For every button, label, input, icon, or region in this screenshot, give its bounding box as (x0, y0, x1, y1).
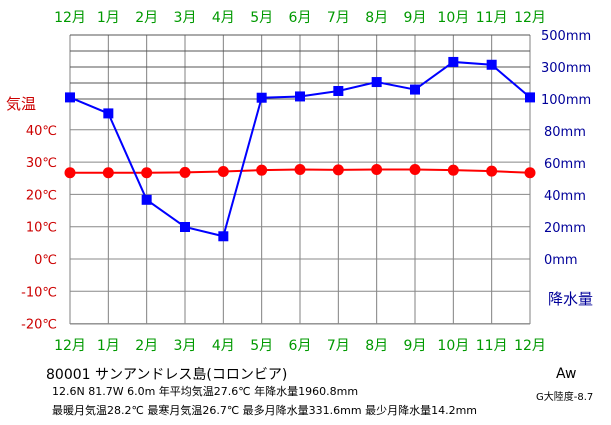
temperature-tick-label: 30℃ (26, 156, 57, 171)
precipitation-axis-title: 降水量 (548, 290, 593, 308)
month-label-bottom: 6月 (289, 338, 312, 354)
month-label-bottom: 10月 (437, 338, 469, 354)
month-label-bottom: 4月 (212, 338, 235, 354)
station-extremes: 最暖月気温28.2℃ 最寒月気温26.7℃ 最多月降水量331.6mm 最少月降… (52, 404, 478, 417)
station-summary: 12.6N 81.7W 6.0m 年平均気温27.6℃ 年降水量1960.8mm (52, 385, 359, 398)
month-label-top: 3月 (174, 10, 197, 26)
precipitation-point (218, 231, 229, 242)
temperature-tick-label: 20℃ (26, 188, 57, 203)
month-label-bottom: 11月 (476, 338, 508, 354)
precipitation-tick-label: 80mm (544, 125, 586, 140)
precipitation-tick-label: 40mm (544, 189, 586, 204)
precipitation-point (525, 92, 535, 103)
month-label-top: 6月 (289, 10, 312, 26)
temperature-axis-title: 気温 (6, 95, 36, 113)
precipitation-point (180, 222, 190, 232)
temperature-point (102, 167, 114, 179)
axis-labels: 12月 1月 2月 3月 4月 5月 6月 7月 8月 9月 10月 11月 12月 12月 1月 2月 3月 4… (6, 10, 593, 354)
precipitation-tick-label: 0mm (544, 253, 578, 268)
precipitation-point (448, 56, 459, 67)
continentality-index: G大陸度-8.7 (536, 392, 594, 403)
month-label-top: 11月 (476, 10, 508, 26)
temperature-point (524, 167, 536, 179)
precipitation-point (141, 194, 152, 205)
temperature-point (332, 164, 344, 176)
temperature-tick-label: 0℃ (34, 253, 57, 268)
month-label-bottom: 7月 (327, 338, 350, 354)
month-label-top: 9月 (404, 10, 427, 26)
temperature-point (256, 164, 268, 176)
precipitation-point (256, 92, 267, 103)
precipitation-point (410, 84, 420, 95)
temperature-point (371, 164, 383, 176)
precipitation-tick-label: 60mm (544, 157, 586, 172)
month-label-top: 1月 (97, 10, 120, 26)
month-label-bottom: 2月 (135, 338, 158, 354)
temperature-point (141, 167, 153, 179)
climate-class: Aw (556, 366, 577, 382)
month-label-top: 12月 (514, 10, 546, 26)
temperature-tick-label: -20℃ (21, 318, 57, 333)
precipitation-point (486, 59, 497, 70)
precipitation-point (333, 86, 344, 96)
precipitation-tick-label: 20mm (544, 221, 586, 236)
precipitation-point (295, 91, 305, 102)
temperature-point (294, 164, 306, 176)
month-label-top: 8月 (365, 10, 388, 26)
temperature-tick-label: -10℃ (21, 285, 57, 300)
month-label-bottom: 1月 (97, 338, 120, 354)
precipitation-tick-label: 100mm (541, 93, 591, 108)
month-label-top: 10月 (437, 10, 469, 26)
temperature-tick-label: 10℃ (26, 221, 57, 236)
temperature-point (64, 167, 76, 179)
temperature-point (217, 165, 229, 177)
precipitation-tick-label: 300mm (541, 61, 591, 76)
month-label-bottom: 12月 (54, 338, 86, 354)
precipitation-point (371, 77, 382, 88)
temperature-point (447, 164, 459, 176)
temperature-point (486, 165, 498, 177)
month-label-bottom: 3月 (174, 338, 197, 354)
month-label-bottom: 8月 (365, 338, 388, 354)
month-label-top: 12月 (54, 10, 86, 26)
station-title: 80001 サンアンドレス島(コロンビア) (46, 367, 288, 383)
month-label-bottom: 12月 (514, 338, 546, 354)
temperature-tick-label: 40℃ (26, 124, 57, 139)
month-label-bottom: 5月 (250, 338, 273, 354)
month-label-top: 4月 (212, 10, 235, 26)
grid-lines (69, 34, 531, 325)
precipitation-point (103, 108, 114, 119)
precipitation-tick-label: 500mm (541, 29, 591, 44)
month-label-top: 2月 (135, 10, 158, 26)
month-label-top: 7月 (327, 10, 350, 26)
month-label-bottom: 9月 (404, 338, 427, 354)
temperature-point (409, 164, 421, 176)
data-series (64, 56, 536, 242)
month-label-top: 5月 (250, 10, 273, 26)
precipitation-point (65, 92, 75, 103)
temperature-point (179, 166, 191, 178)
